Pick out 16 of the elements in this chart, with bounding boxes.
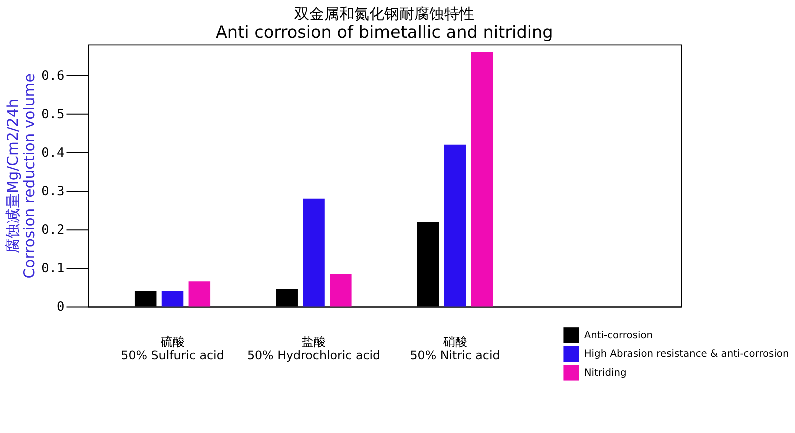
y-tick-label: 0.1	[42, 262, 65, 277]
y-tick-label: 0	[57, 300, 65, 316]
legend-label: Anti-corrosion	[584, 330, 654, 342]
y-tick-label: 0.2	[42, 223, 65, 238]
x-tick-label: 硝酸 50% Nitric acid	[410, 334, 500, 363]
legend-label: High Abrasion resistance & anti-corrosion	[584, 349, 790, 360]
y-tick-label: 0.5	[42, 108, 65, 122]
legend-label: Nitriding	[584, 368, 627, 379]
y-axis-title: 腐蚀减量Mg/Cm2/24h Corrosion reduction volume	[4, 74, 39, 279]
chart-subtitle: Anti corrosion of bimetallic and nitriding	[216, 22, 554, 42]
y-tick-label: 0.3	[42, 184, 65, 200]
y-tick-label: 0.4	[42, 146, 66, 162]
y-tick-label: 0.6	[42, 68, 65, 84]
x-tick-label: 硫酸 50% Sulfuric acid	[121, 334, 224, 363]
x-tick-label: 盐酸 50% Hydrochloric acid	[247, 334, 381, 363]
chart-title: 双金属和氮化钢耐腐蚀特性	[294, 6, 475, 23]
